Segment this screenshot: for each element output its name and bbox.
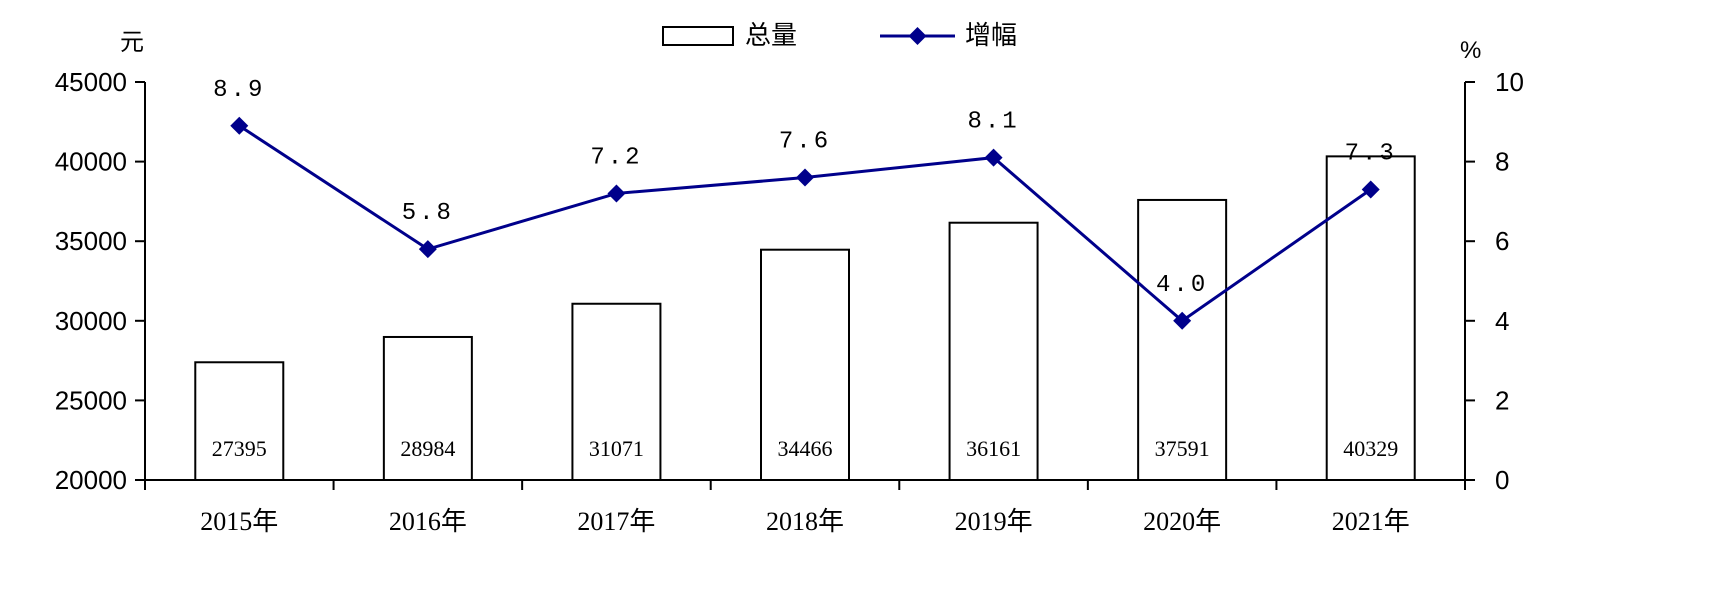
legend: 总量 增幅 xyxy=(662,21,1017,50)
legend-bar-label: 总量 xyxy=(745,21,797,50)
left-tick-label: 20000 xyxy=(55,465,127,495)
growth-value-label: 4.0 xyxy=(1156,272,1208,299)
bar-value-label: 27395 xyxy=(212,436,267,461)
growth-point xyxy=(796,168,814,187)
growth-point xyxy=(607,184,626,203)
right-tick-label: 10 xyxy=(1495,67,1524,97)
left-axis-unit: 元 xyxy=(120,30,144,56)
right-axis-unit: % xyxy=(1460,37,1481,64)
bar-value-label: 36161 xyxy=(966,436,1021,461)
growth-point xyxy=(1361,180,1380,199)
growth-value-label: 8.1 xyxy=(967,109,1019,136)
growth-point xyxy=(230,116,249,135)
right-tick-label: 2 xyxy=(1495,385,1509,415)
left-tick-label: 40000 xyxy=(55,147,127,177)
growth-value-label: 7.2 xyxy=(590,144,642,171)
x-tick-label: 2016年 xyxy=(389,507,467,536)
growth-point xyxy=(418,240,437,259)
x-tick-label: 2019年 xyxy=(955,507,1033,536)
bar-value-label: 28984 xyxy=(400,436,455,461)
left-tick-label: 25000 xyxy=(55,385,127,415)
x-tick-label: 2021年 xyxy=(1332,507,1410,536)
legend-line-marker xyxy=(908,27,927,45)
legend-line-label: 增幅 xyxy=(965,21,1017,50)
bars-layer xyxy=(194,155,1416,482)
bar-value-label: 31071 xyxy=(589,436,644,461)
x-tick-label: 2020年 xyxy=(1143,507,1221,536)
bar-value-label: 37591 xyxy=(1155,436,1210,461)
bar-2018年 xyxy=(760,248,850,481)
x-tick-label: 2015年 xyxy=(200,507,278,536)
growth-value-label: 7.6 xyxy=(779,129,831,156)
bar-2019年 xyxy=(948,221,1039,481)
right-tick-label: 6 xyxy=(1495,226,1509,256)
right-tick-label: 0 xyxy=(1495,465,1509,495)
bar-value-label: 34466 xyxy=(778,436,833,461)
bar-2016年 xyxy=(382,335,473,482)
left-tick-label: 45000 xyxy=(55,67,127,97)
x-tick-label: 2017年 xyxy=(577,507,655,536)
left-tick-label: 30000 xyxy=(55,306,127,336)
legend-bar-swatch xyxy=(662,26,734,46)
right-tick-label: 4 xyxy=(1495,306,1509,336)
x-tick-label: 2018年 xyxy=(766,507,844,536)
bar-value-label: 40329 xyxy=(1343,436,1398,461)
right-tick-label: 8 xyxy=(1495,147,1509,177)
growth-value-label: 8.9 xyxy=(213,77,265,104)
line-layer xyxy=(230,116,1380,330)
labels-layer: 27395 28984 31071 34466 36161 37591 40329 8.9 5.… xyxy=(212,77,1398,461)
growth-value-label: 7.3 xyxy=(1345,140,1397,167)
bar-2015年 xyxy=(194,361,285,482)
axes-layer: 20000 25000 30000 35000 40000 45000 元 0 2 4 6 8 10% 2… xyxy=(55,30,1524,536)
bar-2017年 xyxy=(571,302,662,482)
growth-point xyxy=(984,148,1003,167)
growth-value-label: 5.8 xyxy=(402,200,454,227)
growth-point xyxy=(1173,311,1192,330)
left-tick-label: 35000 xyxy=(55,226,127,256)
bar-2021年 xyxy=(1325,155,1416,481)
